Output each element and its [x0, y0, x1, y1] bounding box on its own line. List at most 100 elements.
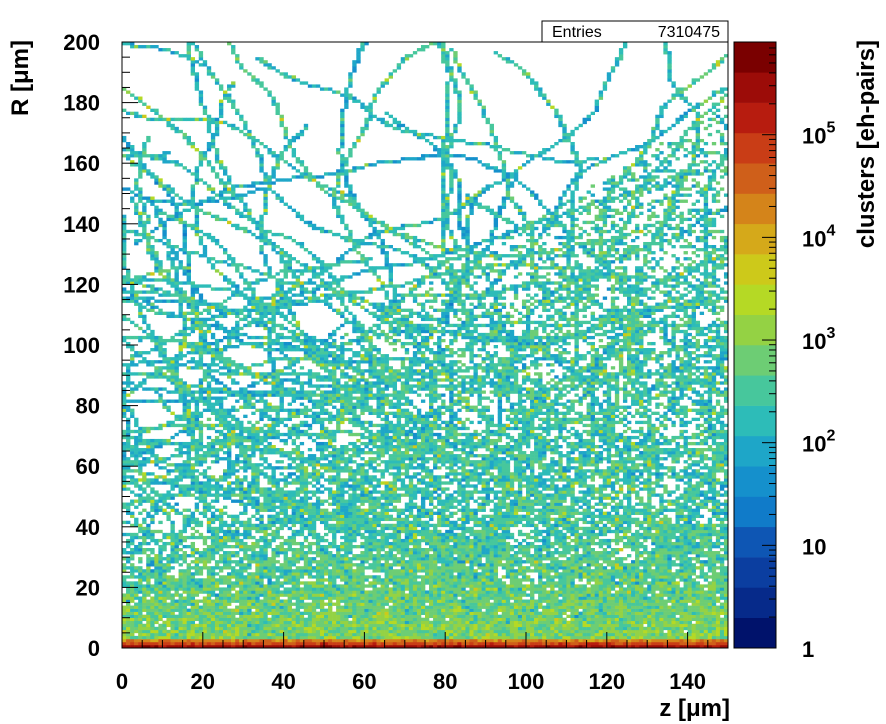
- heatmap-cell: [122, 623, 127, 628]
- heatmap-cell: [307, 557, 313, 561]
- heatmap-cell: [505, 575, 511, 579]
- heatmap-cell: [566, 620, 571, 625]
- heatmap-cell: [590, 605, 595, 609]
- heatmap-cell: [594, 541, 600, 546]
- heatmap-cell: [461, 620, 466, 625]
- heatmap-cell: [364, 641, 369, 646]
- heatmap-cell: [691, 578, 696, 582]
- heatmap-cell: [263, 617, 268, 622]
- heatmap-cell: [150, 632, 155, 637]
- heatmap-cell: [340, 575, 345, 579]
- heatmap-cell: [186, 554, 191, 558]
- heatmap-cell: [344, 617, 349, 622]
- heatmap-cell: [408, 551, 414, 555]
- heatmap-cell: [271, 560, 276, 564]
- heatmap-cell: [550, 563, 555, 567]
- heatmap-cell: [198, 551, 204, 555]
- heatmap-cell: [517, 548, 523, 552]
- heatmap-cell: [122, 593, 127, 597]
- heatmap-cell: [275, 593, 280, 597]
- heatmap-cell: [372, 590, 377, 594]
- heatmap-cell: [348, 544, 353, 549]
- heatmap-cell: [315, 623, 321, 628]
- heatmap-cell: [384, 575, 389, 579]
- heatmap-cell: [150, 608, 155, 612]
- heatmap-cell: [182, 569, 187, 573]
- heatmap-cell: [243, 602, 248, 606]
- heatmap-cell: [651, 563, 656, 567]
- heatmap-cell: [267, 629, 272, 634]
- heatmap-cell: [170, 578, 175, 582]
- heatmap-cell: [534, 641, 539, 646]
- heatmap-cell: [578, 593, 583, 597]
- heatmap-cell: [259, 593, 264, 597]
- heatmap-cell: [311, 632, 317, 637]
- heatmap-cell: [542, 608, 547, 612]
- heatmap-cell: [412, 590, 418, 594]
- heatmap-cell: [231, 544, 236, 549]
- heatmap-cell: [247, 626, 252, 631]
- heatmap-cell: [267, 584, 272, 588]
- heatmap-cell: [134, 611, 139, 615]
- heatmap-cell: [267, 626, 272, 631]
- heatmap-cell: [521, 538, 527, 543]
- heatmap-cell: [295, 641, 301, 646]
- heatmap-cell: [429, 541, 434, 546]
- heatmap-cell: [319, 638, 325, 643]
- heatmap-cell: [501, 590, 507, 594]
- heatmap-cell: [400, 644, 406, 649]
- heatmap-cell: [675, 544, 680, 549]
- heatmap-cell: [178, 605, 183, 609]
- heatmap-cell: [530, 590, 535, 594]
- heatmap-cell: [356, 593, 361, 597]
- heatmap-cell: [227, 551, 232, 555]
- heatmap-cell: [247, 629, 252, 634]
- heatmap-cell: [231, 638, 236, 643]
- heatmap-cell: [582, 584, 587, 588]
- heatmap-cell: [594, 629, 600, 634]
- heatmap-cell: [667, 535, 672, 540]
- heatmap-cell: [723, 614, 729, 618]
- heatmap-cell: [461, 590, 466, 594]
- heatmap-cell: [404, 581, 410, 585]
- heatmap-cell: [198, 554, 204, 558]
- heatmap-cell: [703, 635, 709, 640]
- heatmap-cell: [218, 590, 224, 594]
- heatmap-cell: [218, 544, 224, 549]
- heatmap-cell: [186, 602, 191, 606]
- heatmap-cell: [162, 548, 167, 552]
- heatmap-cell: [392, 535, 398, 540]
- heatmap-cell: [691, 569, 696, 573]
- heatmap-cell: [715, 544, 721, 549]
- heatmap-cell: [372, 629, 377, 634]
- heatmap-cell: [691, 638, 696, 643]
- heatmap-cell: [404, 587, 410, 591]
- heatmap-cell: [275, 617, 280, 622]
- heatmap-cell: [291, 584, 297, 588]
- heatmap-cell: [384, 608, 389, 612]
- heatmap-cell: [271, 623, 276, 628]
- heatmap-cell: [150, 569, 155, 573]
- heatmap-cell: [202, 587, 208, 591]
- heatmap-cell: [497, 614, 503, 618]
- heatmap-cell: [687, 578, 692, 582]
- heatmap-cell: [699, 566, 705, 570]
- heatmap-cell: [614, 629, 620, 634]
- heatmap-cell: [267, 572, 272, 576]
- heatmap-cell: [610, 641, 616, 646]
- heatmap-cell: [441, 544, 446, 549]
- heatmap-cell: [198, 578, 204, 582]
- heatmap-cell: [206, 644, 212, 649]
- heatmap-cell: [437, 535, 442, 540]
- heatmap-cell: [433, 620, 438, 625]
- heatmap-cell: [218, 623, 224, 628]
- heatmap-cell: [408, 566, 414, 570]
- heatmap-cell: [198, 557, 204, 561]
- heatmap-cell: [376, 551, 381, 555]
- heatmap-cell: [655, 626, 660, 631]
- heatmap-cell: [227, 560, 232, 564]
- heatmap-cell: [291, 596, 297, 600]
- heatmap-cell: [647, 629, 652, 634]
- heatmap-cell: [344, 548, 349, 552]
- heatmap-cell: [590, 626, 595, 631]
